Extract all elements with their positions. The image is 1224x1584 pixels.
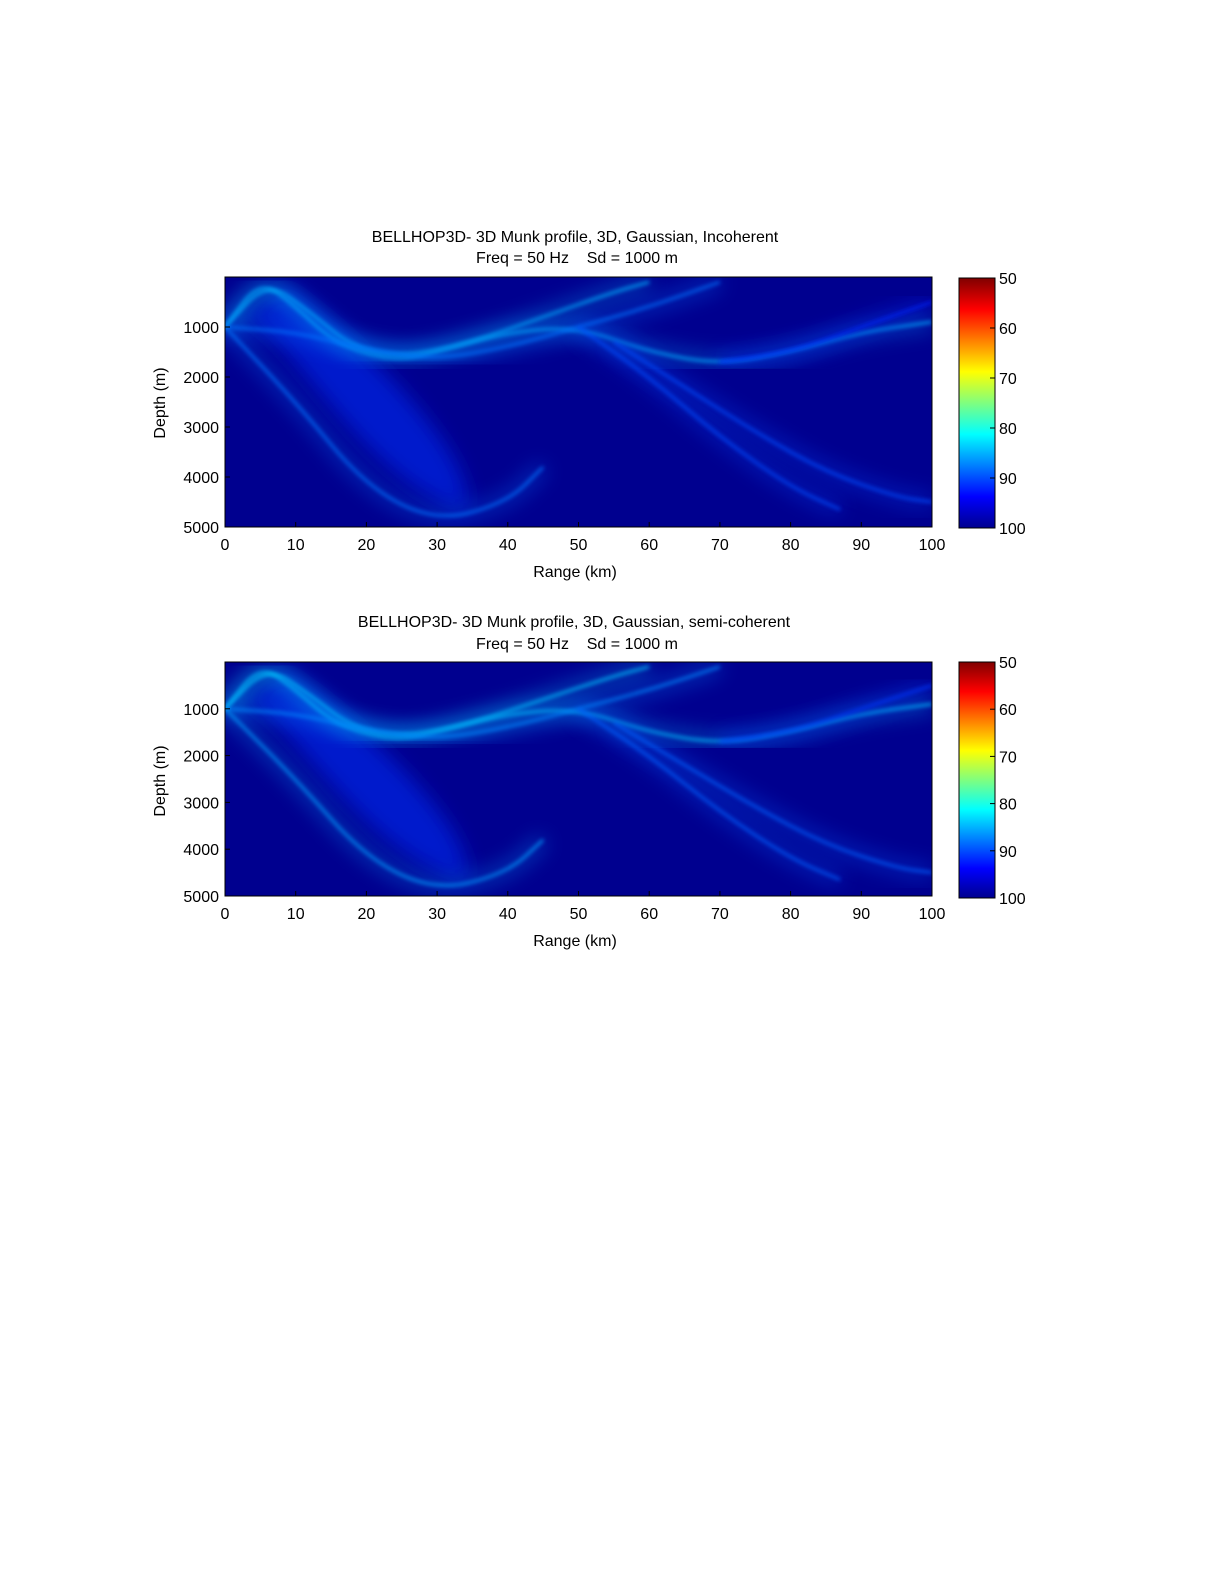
colorbar-ticks: 50 60 70 80 90 100 bbox=[990, 655, 1026, 908]
colorbar-tick-label: 50 bbox=[999, 655, 1017, 672]
x-tick-label: 70 bbox=[711, 906, 729, 923]
y-tick-label: 4000 bbox=[183, 842, 219, 859]
x-axis-ticks: 0 10 20 30 40 50 60 70 80 90 100 bbox=[221, 891, 946, 923]
y-tick-label: 1000 bbox=[183, 320, 219, 337]
ray-path bbox=[577, 707, 841, 881]
colorbar-tick-label: 80 bbox=[999, 421, 1017, 438]
x-tick-label: 80 bbox=[782, 906, 800, 923]
colorbar-tick-label: 90 bbox=[999, 471, 1017, 488]
colorbar-tick-label: 70 bbox=[999, 371, 1017, 388]
x-tick-label: 90 bbox=[852, 537, 870, 554]
y-axis-ticks: 1000 2000 3000 4000 5000 bbox=[183, 702, 230, 906]
chart-subtitle: Freq = 50 Hz Sd = 1000 m bbox=[476, 636, 678, 653]
source-glow bbox=[225, 662, 287, 761]
y-axis-ticks: 1000 2000 3000 4000 5000 bbox=[183, 320, 230, 537]
x-tick-label: 30 bbox=[428, 537, 446, 554]
x-tick-label: 100 bbox=[919, 906, 946, 923]
x-tick-label: 80 bbox=[782, 537, 800, 554]
x-tick-label: 10 bbox=[287, 537, 305, 554]
x-tick-label: 30 bbox=[428, 906, 446, 923]
x-tick-label: 50 bbox=[570, 906, 588, 923]
ray-path bbox=[577, 325, 841, 511]
x-tick-label: 50 bbox=[570, 537, 588, 554]
chart-subtitle: Freq = 50 Hz Sd = 1000 m bbox=[476, 250, 678, 267]
x-tick-label: 0 bbox=[221, 537, 230, 554]
y-axis-label: Depth (m) bbox=[152, 745, 169, 816]
colorbar-tick-label: 100 bbox=[999, 891, 1026, 908]
x-axis-label: Range (km) bbox=[533, 933, 617, 950]
y-tick-label: 1000 bbox=[183, 702, 219, 719]
x-tick-label: 60 bbox=[640, 537, 658, 554]
x-tick-label: 100 bbox=[919, 537, 946, 554]
colorbar-tick-label: 100 bbox=[999, 521, 1026, 538]
chart-title: BELLHOP3D- 3D Munk profile, 3D, Gaussian… bbox=[372, 229, 779, 246]
y-tick-label: 3000 bbox=[183, 795, 219, 812]
x-axis-label: Range (km) bbox=[533, 564, 617, 581]
x-tick-label: 20 bbox=[358, 906, 376, 923]
ray-path bbox=[613, 721, 932, 874]
x-tick-label: 20 bbox=[358, 537, 376, 554]
colorbar-tick-label: 90 bbox=[999, 844, 1017, 861]
plot-area bbox=[225, 662, 932, 896]
ray-path bbox=[613, 340, 932, 504]
field-glow bbox=[227, 287, 467, 512]
colorbar-tick-label: 60 bbox=[999, 702, 1017, 719]
x-tick-label: 40 bbox=[499, 906, 517, 923]
y-tick-label: 5000 bbox=[183, 520, 219, 537]
colorbar-tick-label: 60 bbox=[999, 321, 1017, 338]
panel-semi-coherent: BELLHOP3D- 3D Munk profile, 3D, Gaussian… bbox=[152, 614, 1026, 950]
colorbar-tick-label: 50 bbox=[999, 271, 1017, 288]
shadow-zone-fill bbox=[227, 672, 467, 882]
colorbar-tick-label: 70 bbox=[999, 749, 1017, 766]
panel-incoherent: BELLHOP3D- 3D Munk profile, 3D, Gaussian… bbox=[152, 229, 1026, 581]
colorbar bbox=[958, 661, 996, 899]
colorbar bbox=[958, 277, 996, 529]
x-tick-label: 90 bbox=[852, 906, 870, 923]
chart-title: BELLHOP3D- 3D Munk profile, 3D, Gaussian… bbox=[358, 614, 791, 631]
x-tick-label: 10 bbox=[287, 906, 305, 923]
x-tick-label: 70 bbox=[711, 537, 729, 554]
plot-area bbox=[225, 277, 932, 527]
y-tick-label: 2000 bbox=[183, 370, 219, 387]
source-glow bbox=[225, 277, 287, 382]
y-tick-label: 2000 bbox=[183, 749, 219, 766]
y-tick-label: 4000 bbox=[183, 470, 219, 487]
colorbar-ticks: 50 60 70 80 90 100 bbox=[990, 271, 1026, 538]
x-tick-label: 0 bbox=[221, 906, 230, 923]
ray-path bbox=[719, 684, 932, 743]
x-tick-label: 60 bbox=[640, 906, 658, 923]
field-glow bbox=[227, 672, 467, 882]
x-tick-label: 40 bbox=[499, 537, 517, 554]
y-tick-label: 3000 bbox=[183, 420, 219, 437]
colorbar-tick-label: 80 bbox=[999, 797, 1017, 814]
y-tick-label: 5000 bbox=[183, 889, 219, 906]
ray-path bbox=[719, 300, 932, 364]
shadow-zone-fill bbox=[227, 287, 467, 512]
x-axis-ticks: 0 10 20 30 40 50 60 70 80 90 100 bbox=[221, 522, 946, 554]
y-axis-label: Depth (m) bbox=[152, 367, 169, 438]
